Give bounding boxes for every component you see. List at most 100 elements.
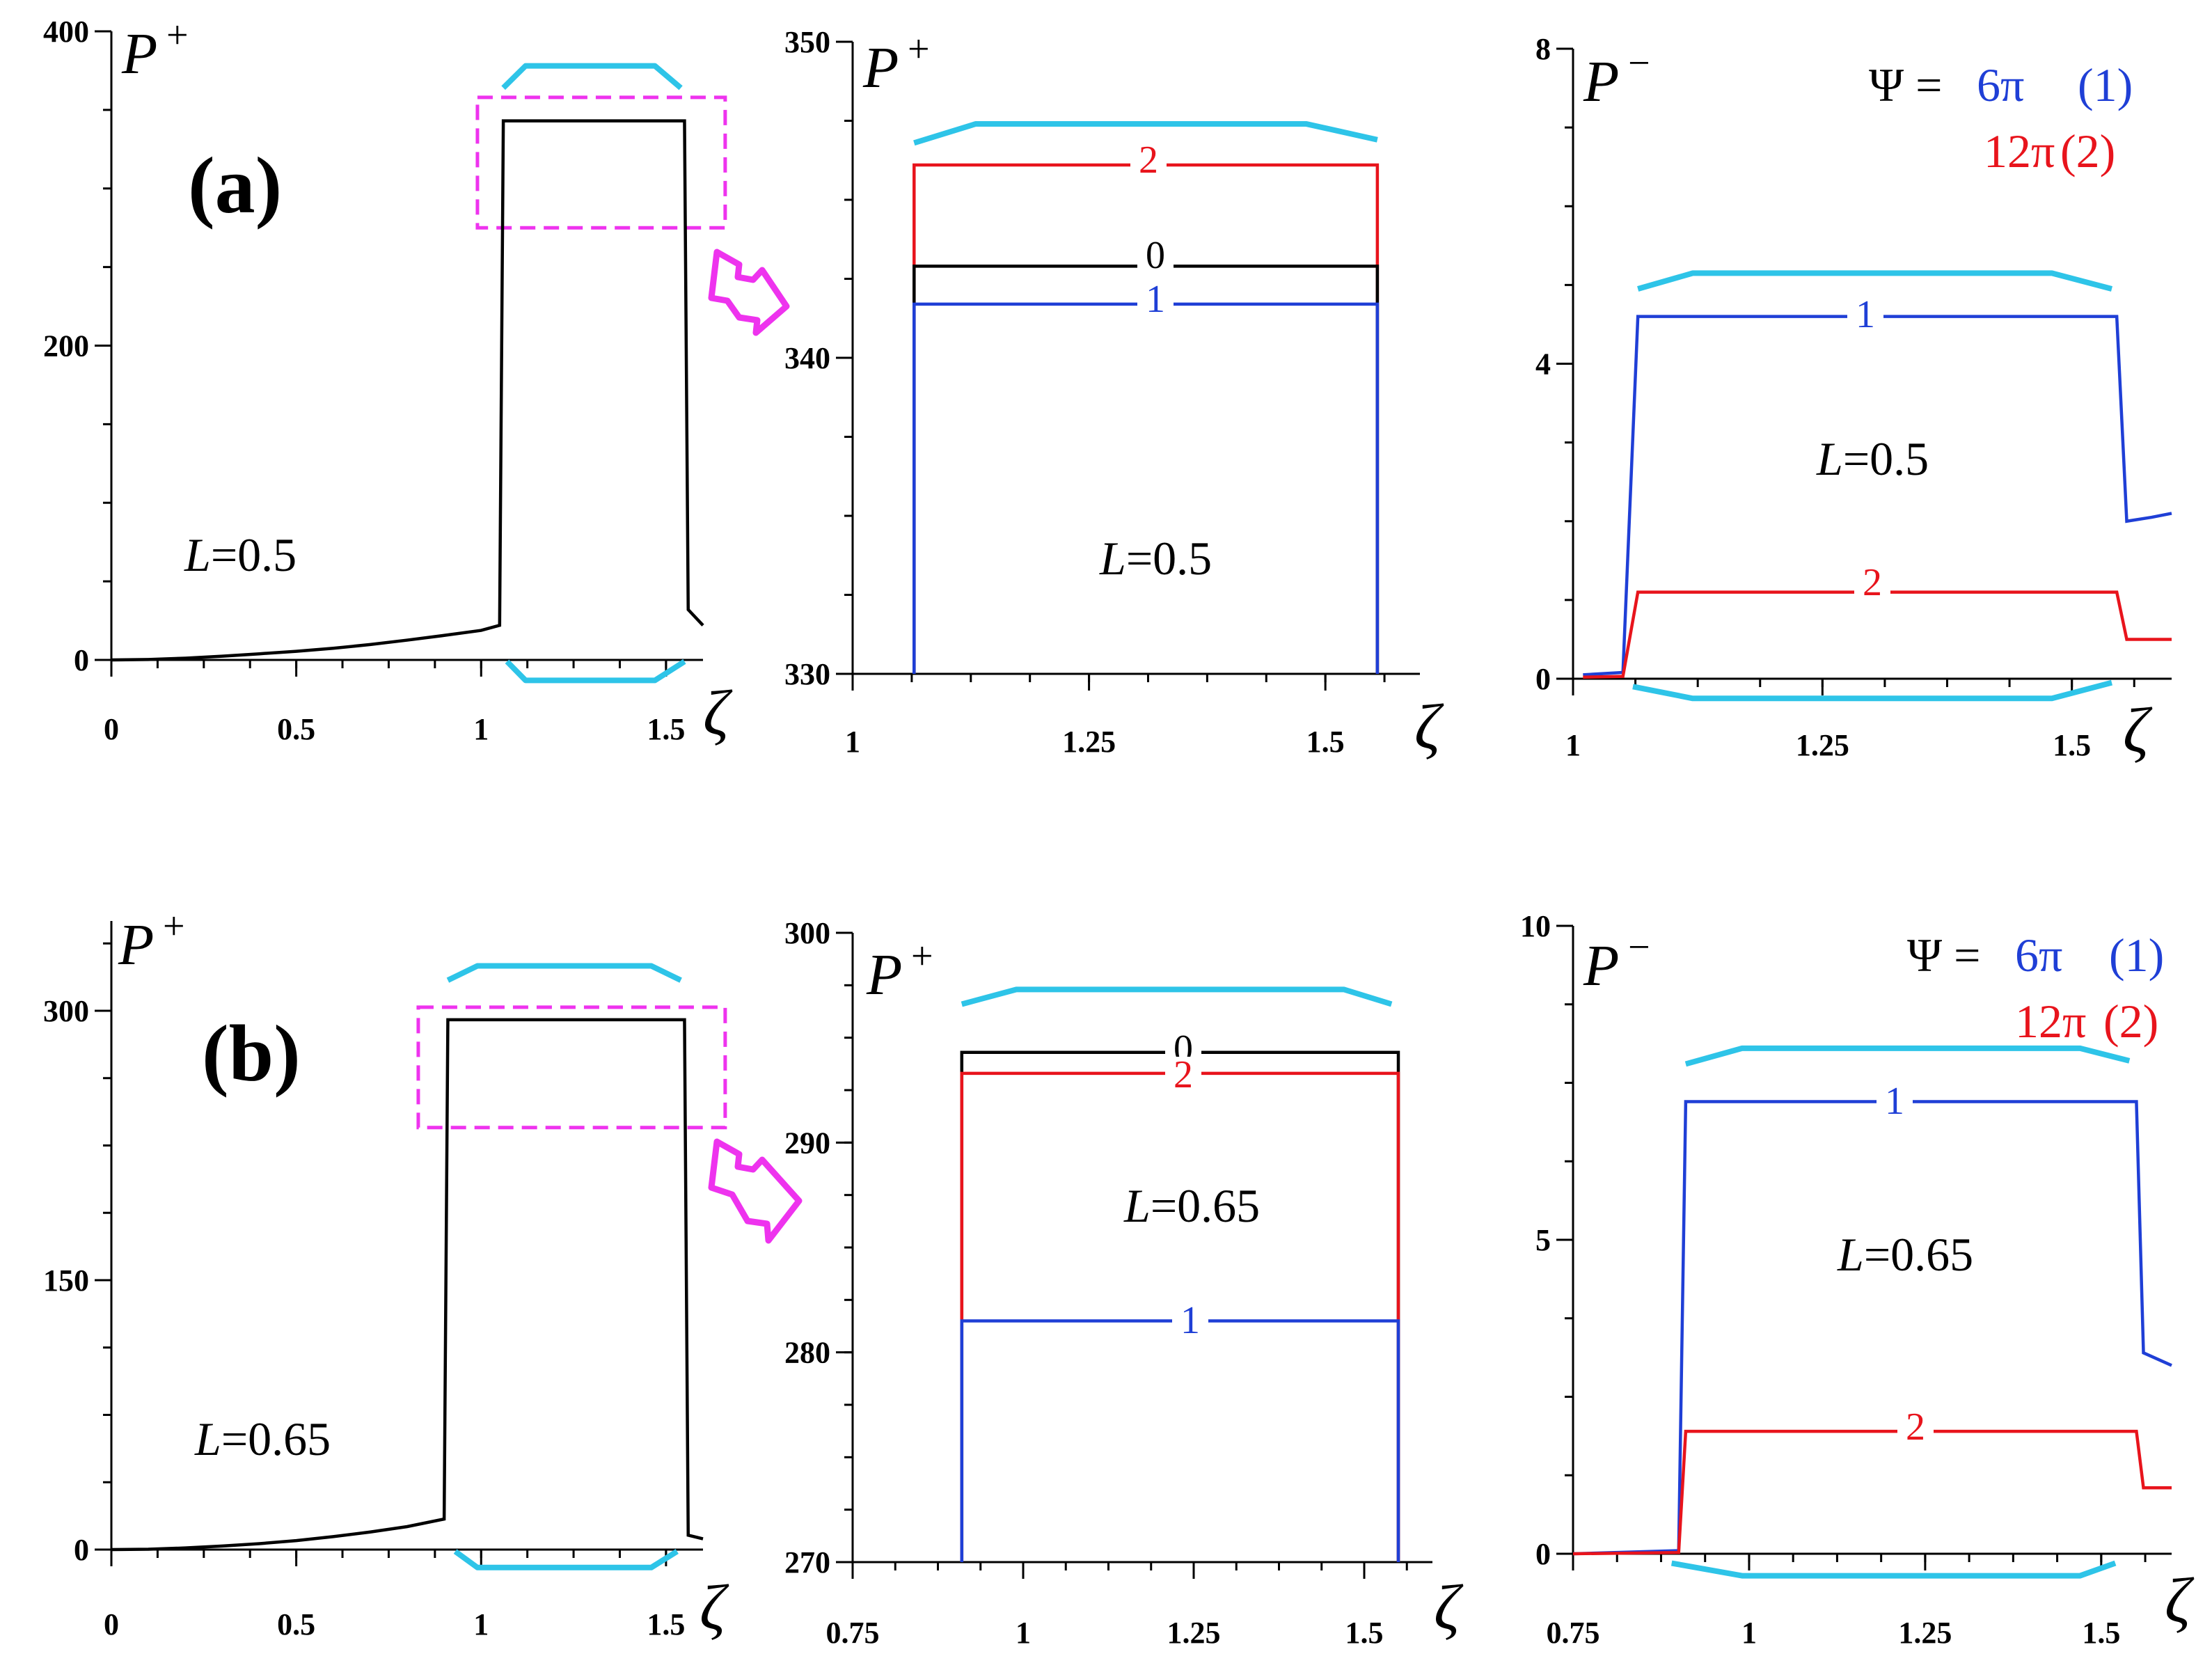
series-label-bg (1137, 281, 1174, 319)
annotation-l: L=0.65 (1123, 1179, 1260, 1232)
x-tick-label: 0 (104, 1607, 119, 1641)
series-line-1 (1572, 1100, 2172, 1556)
legend-tag-1: (1) (2078, 58, 2133, 111)
legend-tag-1: (1) (2109, 929, 2164, 982)
legend-value-1: 6π (1977, 58, 2024, 111)
x-tick-label: 1 (473, 712, 489, 746)
x-tick-label: 0.75 (826, 1616, 880, 1650)
panel-b-right: 0.75 1 1.25 1.5 0 5 10 P − ζ L=0.65 1 2 Ψ = 6π (1) 12π (2… (1520, 909, 2195, 1650)
y-axis-title-sup: − (1628, 926, 1650, 969)
y-tick-label: 5 (1535, 1223, 1551, 1257)
y-tick-label: 0 (1535, 1537, 1551, 1571)
x-tick-label: 1.25 (1898, 1616, 1952, 1650)
panel-b-left: (b) 0 0.5 1 1.5 0 150 300 P + ζ L=0.65 (43, 905, 729, 1643)
series-line-0 (111, 119, 704, 662)
x-tick-label: 0.75 (1547, 1616, 1600, 1650)
x-tick-label: 1.25 (1796, 728, 1849, 762)
y-axis-title: P (862, 36, 899, 100)
series-label-1: 1 (1146, 278, 1165, 321)
legend-tag-2: (2) (2103, 995, 2158, 1048)
y-tick-label: 0 (1535, 662, 1551, 696)
x-axis-title: ζ (1434, 1572, 1464, 1643)
y-tick-label: 270 (784, 1545, 830, 1580)
x-tick-label: 1.5 (1306, 725, 1345, 759)
series-label-bg (1165, 1057, 1201, 1094)
y-axis-title-sup: + (163, 905, 185, 948)
cyan-bracket-top (1684, 1045, 2131, 1067)
y-axis-title-sup: − (1628, 42, 1650, 85)
panel-a-left: (a) 0 0.5 1 1.5 0 200 400 P + ζ L=0.5 (43, 14, 733, 748)
x-axis-title: ζ (2123, 695, 2153, 766)
cyan-bracket-bottom (453, 1549, 679, 1570)
series-label-2: 2 (1139, 139, 1158, 182)
y-tick-label: 280 (784, 1336, 830, 1370)
legend-value-2: 12π (2015, 995, 2086, 1048)
x-tick-label: 1 (473, 1607, 489, 1641)
y-tick-label: 330 (784, 657, 830, 691)
series-line-2 (1583, 590, 2172, 679)
series-label-1: 1 (1856, 293, 1875, 336)
x-axis-title: ζ (1414, 691, 1444, 762)
y-tick-label: 10 (1520, 909, 1551, 943)
panel-letter-a: (a) (188, 141, 282, 230)
x-tick-label: 1.5 (1345, 1616, 1384, 1650)
x-tick-label: 1 (1741, 1616, 1757, 1650)
legend-value-2: 12π (1984, 125, 2055, 178)
x-tick-label: 0 (104, 712, 119, 746)
y-axis-title: P (866, 943, 902, 1007)
zoom-arrow-b (708, 1138, 803, 1244)
series-line-0 (111, 1018, 704, 1552)
y-tick-label: 350 (784, 25, 830, 59)
series-label-2: 2 (1863, 561, 1882, 604)
annotation-l: L=0.5 (1816, 432, 1929, 485)
panel-letter-b: (b) (202, 1009, 301, 1098)
series-label-2: 2 (1174, 1053, 1193, 1096)
legend-psi: Ψ = (1907, 929, 1981, 982)
x-tick-label: 1.5 (647, 1607, 685, 1641)
annotation-l: L=0.65 (194, 1412, 331, 1465)
cyan-bracket-top (1637, 270, 2113, 292)
y-axis-title: P (1583, 934, 1619, 998)
panel-a-right: 1 1.25 1.5 0 4 8P − ζ L=0.5 1 2 Ψ = 6π (1) 12π (2) (1535, 32, 2172, 766)
y-tick-label: 0 (74, 643, 89, 677)
y-axis-title: P (1583, 49, 1619, 114)
legend-psi: Ψ = (1869, 58, 1943, 111)
x-axis-title: ζ (703, 677, 733, 748)
y-tick-label: 0 (74, 1533, 89, 1567)
x-tick-label: 1.5 (2053, 728, 2091, 762)
y-tick-label: 8 (1535, 32, 1551, 66)
x-axis-title: ζ (700, 1572, 729, 1643)
x-tick-label: 1.5 (647, 712, 685, 746)
y-tick-label: 300 (43, 994, 89, 1028)
x-tick-label: 1 (1016, 1616, 1031, 1650)
series-label-bg (1877, 1083, 1913, 1121)
legend-value-1: 6π (2015, 929, 2062, 982)
series-label-bg (1137, 237, 1174, 275)
y-axis-title-sup: + (908, 28, 930, 71)
zoom-arrow-a (708, 249, 790, 336)
x-axis-title: ζ (2165, 1565, 2195, 1636)
zoom-box (416, 1005, 727, 1130)
series-label-1: 1 (1885, 1080, 1904, 1123)
series-line-1 (913, 302, 1380, 674)
y-tick-label: 340 (784, 341, 830, 375)
series-label-0: 0 (1146, 234, 1165, 277)
x-tick-label: 1.25 (1062, 725, 1116, 759)
y-tick-label: 200 (43, 329, 89, 363)
series-line-1 (1583, 315, 2172, 677)
cyan-bracket-top (446, 963, 682, 983)
series-label-2: 2 (1906, 1405, 1925, 1449)
series-label-bg (1854, 565, 1890, 602)
x-tick-label: 1 (845, 725, 860, 759)
series-line-1 (960, 1319, 1400, 1562)
series-label-bg (1130, 142, 1167, 180)
y-axis-title-sup: + (166, 14, 189, 57)
x-tick-label: 1 (1565, 728, 1581, 762)
cyan-bracket-bottom (1632, 679, 2113, 702)
y-tick-label: 300 (784, 916, 830, 950)
x-tick-label: 0.5 (277, 712, 315, 746)
annotation-l: L=0.65 (1837, 1228, 1973, 1281)
